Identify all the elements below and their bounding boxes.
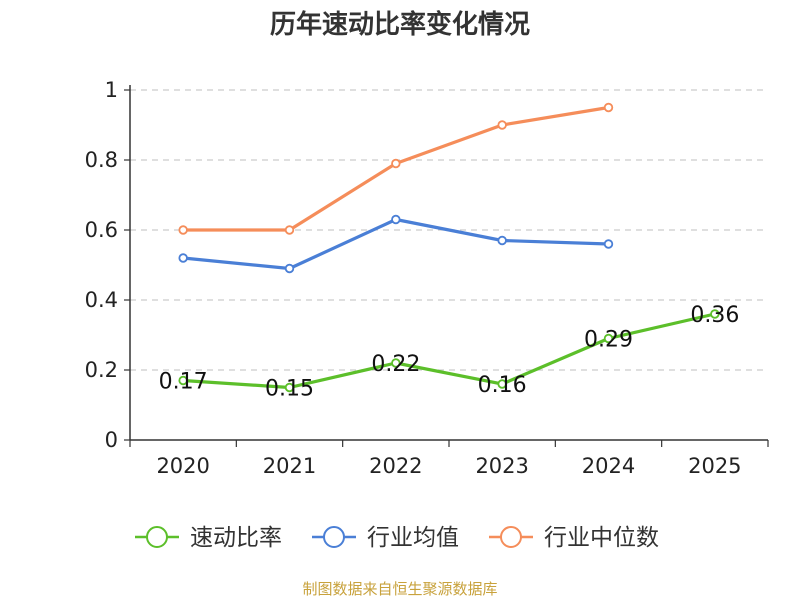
data-point xyxy=(603,102,614,113)
source-note: 制图数据来自恒生聚源数据库 xyxy=(302,580,498,598)
data-point xyxy=(178,253,188,263)
legend-label: 速动比率 xyxy=(190,525,282,551)
data-point xyxy=(178,225,188,235)
data-point xyxy=(391,214,401,225)
data-label: 0.22 xyxy=(371,352,420,377)
data-point xyxy=(603,239,614,249)
data-label: 0.29 xyxy=(584,328,633,353)
data-point xyxy=(497,235,507,246)
legend-label: 行业均值 xyxy=(367,525,459,551)
data-label: 0.15 xyxy=(265,377,314,402)
data-point xyxy=(284,382,295,393)
x-tick-label: 2021 xyxy=(263,454,316,478)
legend-label: 行业中位数 xyxy=(544,525,659,551)
data-point xyxy=(710,309,720,319)
data-point xyxy=(497,379,507,389)
data-point xyxy=(497,120,507,130)
data-label: 0.17 xyxy=(159,370,208,395)
x-tick-label: 2020 xyxy=(156,454,209,478)
x-tick-label: 2024 xyxy=(582,454,635,478)
data-point xyxy=(284,263,295,274)
y-tick-label: 0.2 xyxy=(85,358,118,382)
x-tick-label: 2022 xyxy=(369,454,422,478)
data-point xyxy=(178,375,188,386)
data-point xyxy=(391,358,401,368)
y-tick-label: 1 xyxy=(105,78,118,102)
y-tick-label: 0.8 xyxy=(85,148,118,172)
series-line xyxy=(183,217,609,271)
data-label: 0.16 xyxy=(478,373,527,398)
series-line xyxy=(183,105,609,232)
chart-title: 历年速动比率变化情况 xyxy=(269,10,530,40)
legend-marker xyxy=(500,526,522,548)
y-tick-label: 0 xyxy=(105,428,118,452)
legend-marker xyxy=(146,526,168,548)
legend-marker xyxy=(323,526,345,548)
data-point xyxy=(391,158,401,169)
x-tick-label: 2025 xyxy=(688,454,741,478)
x-tick-label: 2023 xyxy=(475,454,528,478)
data-point xyxy=(284,225,295,235)
data-label: 0.36 xyxy=(690,303,739,328)
series-line xyxy=(183,312,716,390)
y-tick-label: 0.6 xyxy=(85,218,118,242)
data-point xyxy=(603,333,614,344)
y-tick-label: 0.4 xyxy=(85,288,118,312)
